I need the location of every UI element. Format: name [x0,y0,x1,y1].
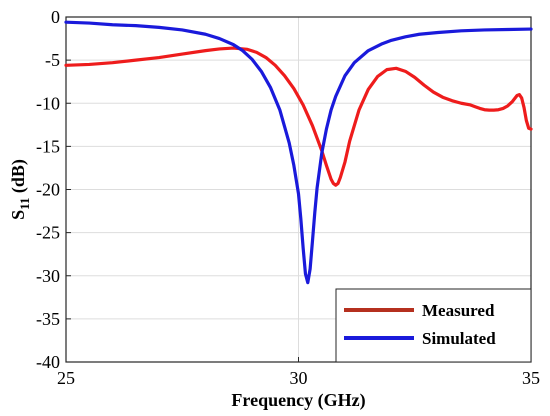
y-tick-label: -20 [36,180,60,200]
legend-label-simulated: Simulated [422,329,496,348]
y-tick-label: -30 [36,266,60,286]
x-axis-label: Frequency (GHz) [231,390,365,411]
x-tick-label: 35 [522,368,540,388]
series-line-measured [64,46,533,187]
x-tick-label: 25 [57,368,75,388]
legend-box [335,288,532,363]
legend-label-measured: Measured [422,301,495,320]
y-tick-label: -15 [36,136,60,156]
y-tick-label: -40 [36,352,60,372]
x-tick-label: 30 [290,368,308,388]
y-tick-label: -25 [36,223,60,243]
y-tick-label: -35 [36,309,60,329]
series-layer [64,20,533,285]
y-axis-label-unit: (dB) [8,159,29,198]
legend: Measured Simulated [335,288,532,363]
y-tick-label: -5 [45,50,60,70]
y-axis-label-main: S [8,210,28,220]
y-tick-label: -10 [36,93,60,113]
axis-ticks: 25 30 35 0 -5 -10 -15 -20 -25 -30 -35 -40 [36,7,540,388]
series-line-simulated [64,20,533,285]
y-axis-label: S11 (dB) [8,159,32,220]
y-axis-label-subscript: 11 [17,198,32,210]
y-tick-label: 0 [51,7,60,27]
